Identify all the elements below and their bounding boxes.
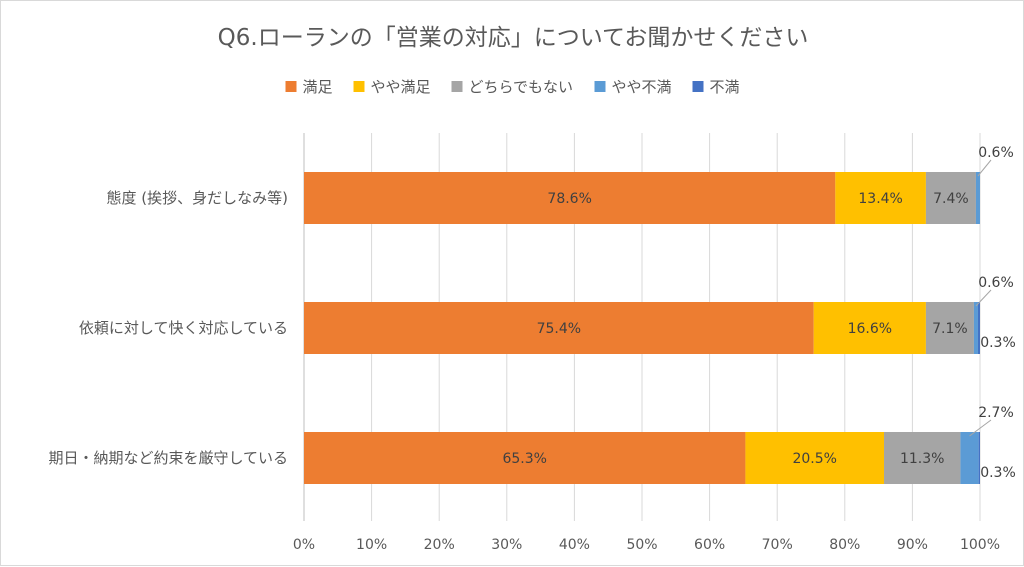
bar-1-2 [925, 302, 974, 354]
bar-2-0 [304, 432, 746, 484]
category-label-1: 依頼に対して快く対応している [79, 319, 288, 337]
legend-swatch-4 [692, 81, 704, 92]
bars [304, 172, 980, 484]
x-tick-label-0: 0% [293, 537, 315, 553]
legend-label-0: 満足 [303, 78, 333, 96]
data-label-1-4: 0.3% [980, 335, 1016, 351]
bar-1-4 [977, 302, 980, 354]
data-label-2-1: 20.5% [792, 451, 836, 467]
data-label-0-2: 7.4% [933, 191, 969, 207]
legend-swatch-3 [594, 81, 606, 92]
data-label-1-1: 16.6% [848, 321, 892, 337]
leader-line-2-3 [969, 419, 992, 437]
category-labels: 態度 (挨拶、身だしなみ等) 依頼に対して快く対応している期日・納期など約束を厳守… [48, 189, 288, 467]
data-label-1-0: 75.4% [537, 321, 581, 337]
x-tick-label-10: 100% [960, 537, 1000, 553]
bar-1-0 [304, 302, 814, 354]
legend: 満足 やや満足 どちらでもない やや不満 不満 [285, 78, 740, 96]
data-label-0-1: 13.4% [858, 191, 902, 207]
data-label-2-2: 11.3% [900, 451, 944, 467]
leader-line-0-3 [977, 159, 992, 177]
x-tick-label-1: 10% [356, 537, 387, 553]
leader-line-1-3 [975, 289, 992, 307]
data-labels: 78.6% 13.4% 7.4% 0.6% 75.4% 16.6% 7.1% 0.6% 0.3%… [502, 145, 1015, 481]
legend-label-2: どちらでもない [469, 78, 574, 96]
category-label-0: 態度 (挨拶、身だしなみ等) [107, 189, 288, 207]
x-axis-ticks: 0% 10% 20% 30% 40% 50% 60% 70% 80% 90% 100% [293, 537, 1000, 553]
data-label-0-3: 0.6% [978, 145, 1014, 161]
legend-swatch-0 [285, 81, 297, 92]
data-label-1-2: 7.1% [932, 321, 968, 337]
bar-0-1 [835, 172, 926, 224]
legend-swatch-1 [353, 81, 365, 92]
bar-0-3 [975, 172, 980, 224]
data-label-1-3: 0.6% [978, 275, 1014, 291]
legend-label-3: やや不満 [612, 78, 672, 96]
x-tick-label-6: 60% [694, 537, 725, 553]
legend-label-4: 不満 [710, 78, 740, 96]
x-tick-label-2: 20% [424, 537, 455, 553]
legend-label-1: やや満足 [371, 78, 431, 96]
bar-2-1 [745, 432, 885, 484]
x-tick-label-3: 30% [491, 537, 522, 553]
bar-0-2 [925, 172, 976, 224]
x-tick-label-4: 40% [559, 537, 590, 553]
data-label-2-4: 0.3% [980, 465, 1016, 481]
x-tick-label-9: 90% [897, 537, 928, 553]
bar-0-0 [304, 172, 836, 224]
category-label-2: 期日・納期など約束を厳守している [48, 449, 288, 467]
bar-2-2 [884, 432, 961, 484]
bar-1-1 [813, 302, 926, 354]
x-tick-label-8: 80% [829, 537, 860, 553]
x-tick-label-7: 70% [762, 537, 793, 553]
data-label-0-0: 78.6% [547, 191, 591, 207]
data-label-2-3: 2.7% [978, 405, 1014, 421]
chart-title: Q6.ローランの「営業の対応」についてお聞かせください [218, 25, 809, 51]
bar-2-3 [960, 432, 979, 484]
bar-2-4 [978, 432, 980, 484]
x-tick-label-5: 50% [626, 537, 657, 553]
legend-swatch-2 [451, 81, 463, 92]
bar-1-3 [973, 302, 978, 354]
data-label-2-0: 65.3% [502, 451, 546, 467]
